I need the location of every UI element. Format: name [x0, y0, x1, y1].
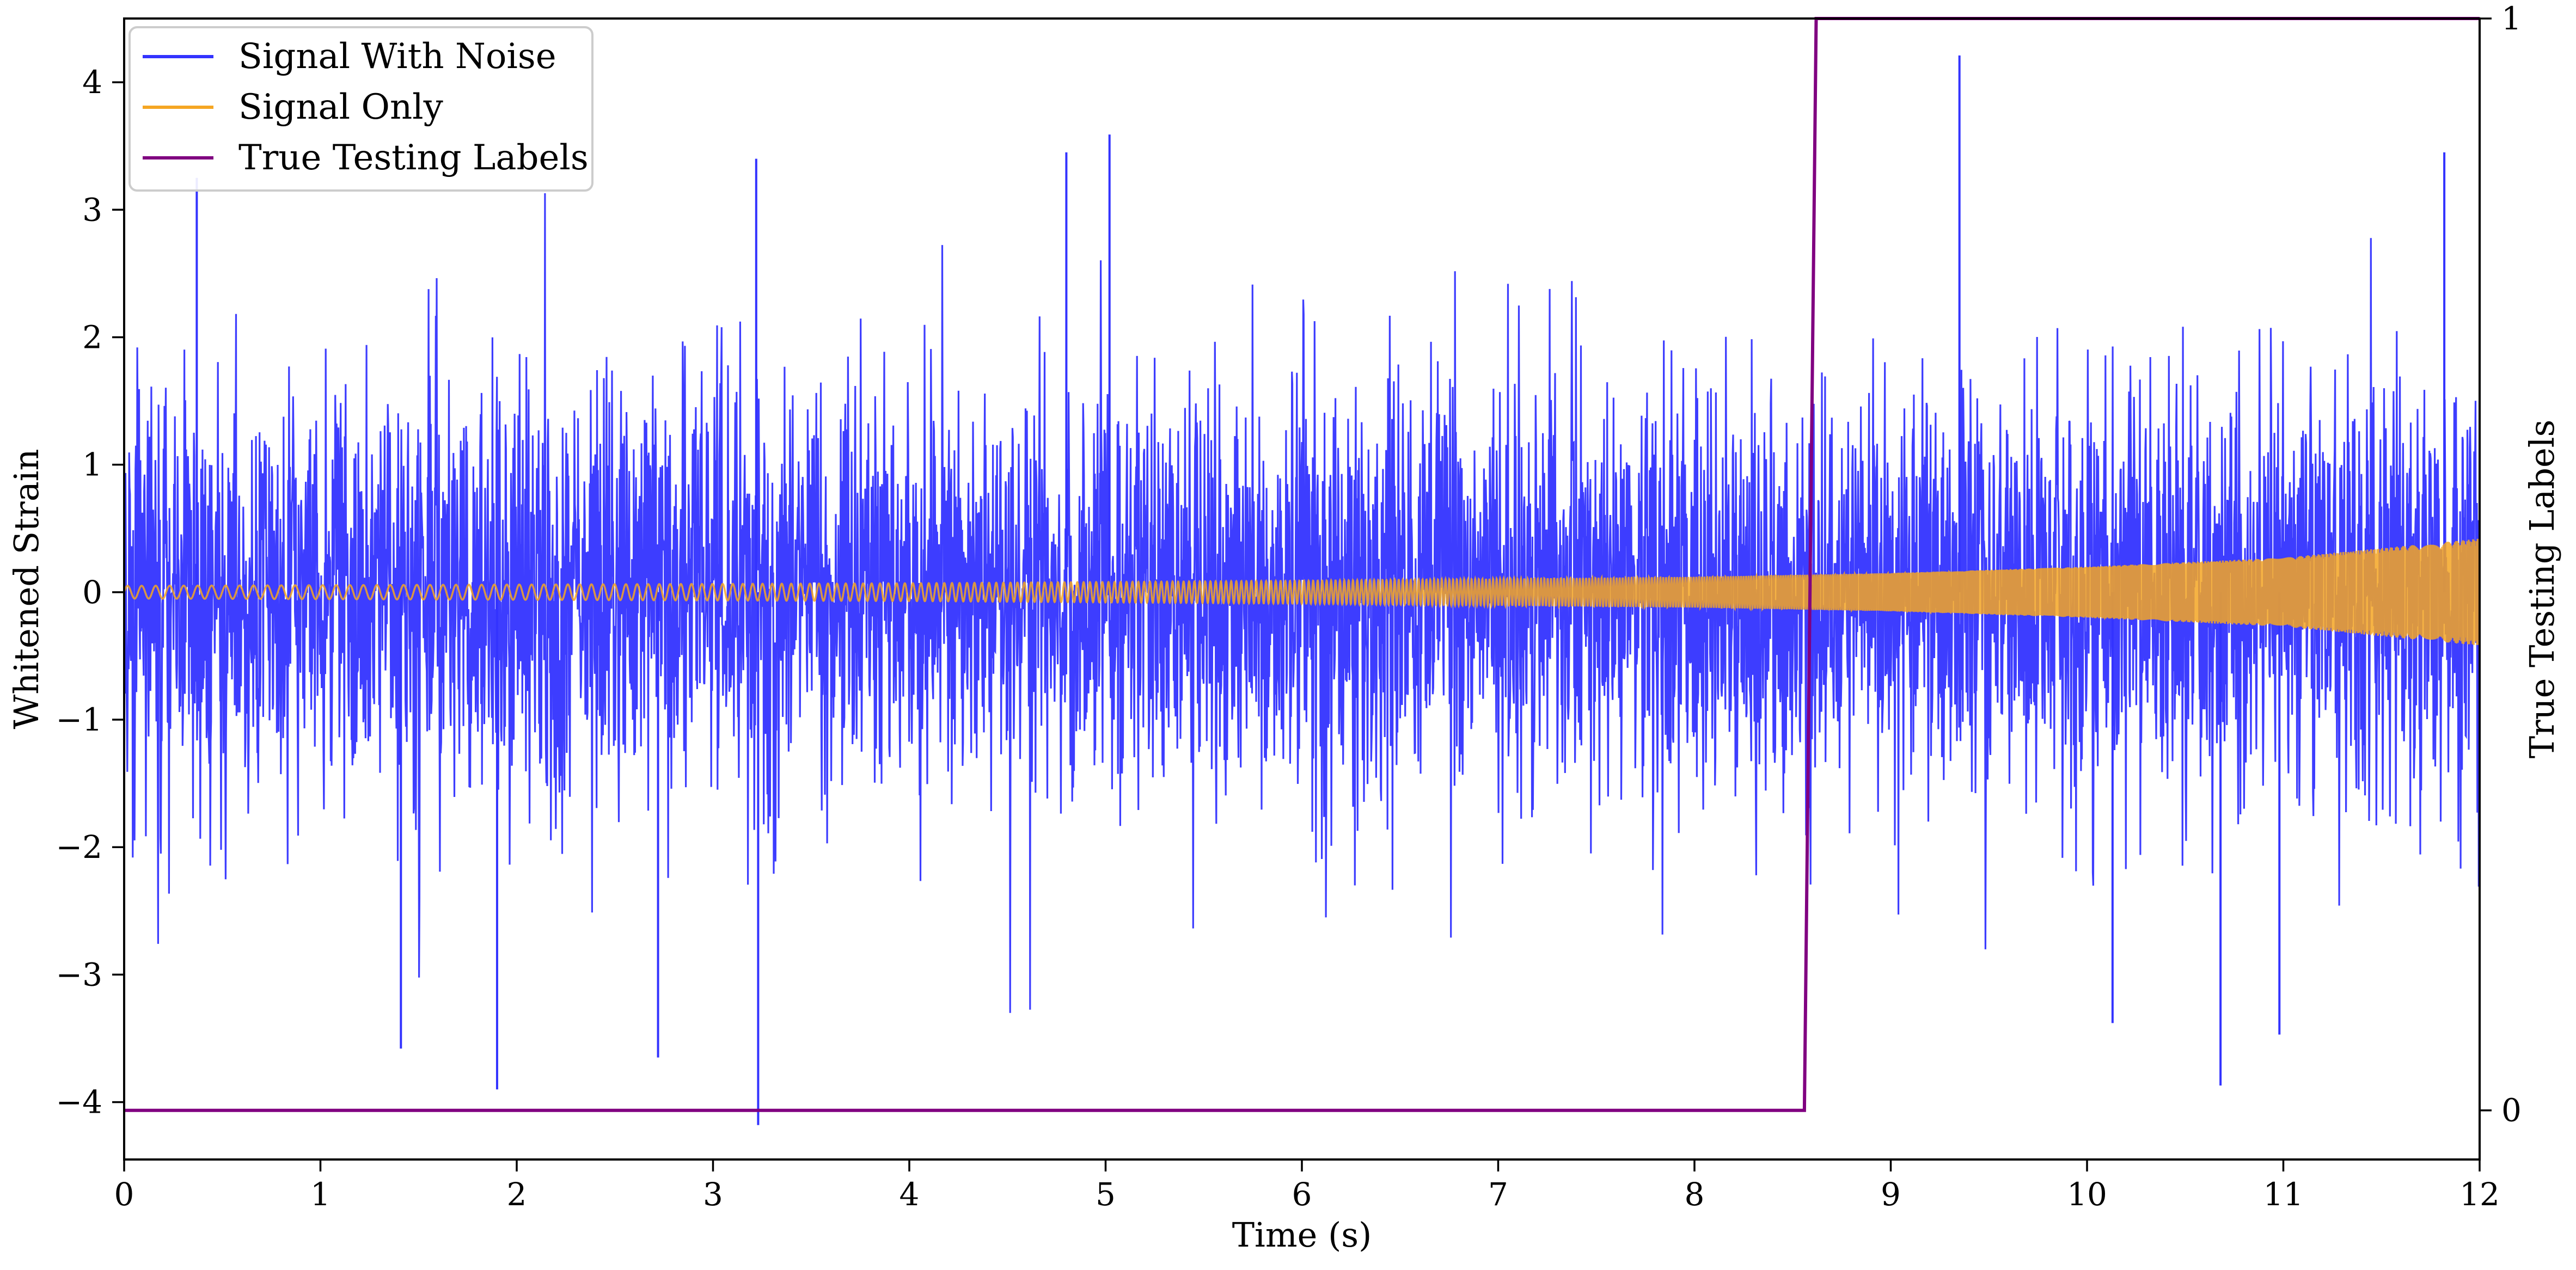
x-tick-label: 12: [2459, 1176, 2500, 1213]
legend: Signal With Noise Signal Only True Testi…: [129, 26, 593, 192]
x-tick-label: 7: [1488, 1176, 1508, 1213]
y-tick-label: 2: [82, 318, 102, 355]
y2-tick-label: 1: [2501, 0, 2522, 37]
y-tick-label: −4: [56, 1084, 103, 1121]
x-axis-title: Time (s): [1232, 1215, 1372, 1255]
x-tick-label: 2: [507, 1176, 527, 1213]
series-signal-only: [124, 538, 2480, 645]
y2-tick-label: 0: [2501, 1092, 2522, 1129]
x-axis: 0 1 2 3 4 5 6 7 8 9 10 11 12: [114, 1159, 2500, 1213]
y-tick-label: −1: [56, 701, 103, 738]
series-layer: [124, 55, 2480, 1125]
x-tick-label: 5: [1096, 1176, 1116, 1213]
y-tick-label: −3: [56, 956, 103, 993]
y-tick-label: 4: [82, 64, 102, 101]
y-tick-label: 3: [82, 191, 102, 228]
legend-frame: [129, 26, 593, 192]
legend-label-signal-only: Signal Only: [238, 87, 443, 127]
x-tick-label: 4: [900, 1176, 920, 1213]
y-tick-label: −2: [56, 829, 103, 866]
x-tick-label: 8: [1685, 1176, 1705, 1213]
y2-axis-title: True Testing Labels: [2522, 420, 2562, 759]
y-axis-title: Whitened Strain: [7, 449, 46, 729]
legend-label-true-testing-labels: True Testing Labels: [238, 138, 589, 178]
x-tick-label: 11: [2263, 1176, 2304, 1213]
x-tick-label: 10: [2067, 1176, 2107, 1213]
y-axis-left: −4 −3 −2 −1 0 1 2 3 4: [56, 64, 124, 1121]
x-tick-label: 1: [310, 1176, 331, 1213]
x-tick-label: 9: [1881, 1176, 1901, 1213]
legend-label-signal-with-noise: Signal With Noise: [238, 36, 556, 77]
x-tick-label: 6: [1292, 1176, 1312, 1213]
x-tick-label: 0: [114, 1176, 134, 1213]
y-tick-label: 1: [82, 446, 102, 483]
y-tick-label: 0: [82, 574, 102, 611]
y-axis-right: 01: [2480, 0, 2522, 1129]
x-tick-label: 3: [703, 1176, 723, 1213]
